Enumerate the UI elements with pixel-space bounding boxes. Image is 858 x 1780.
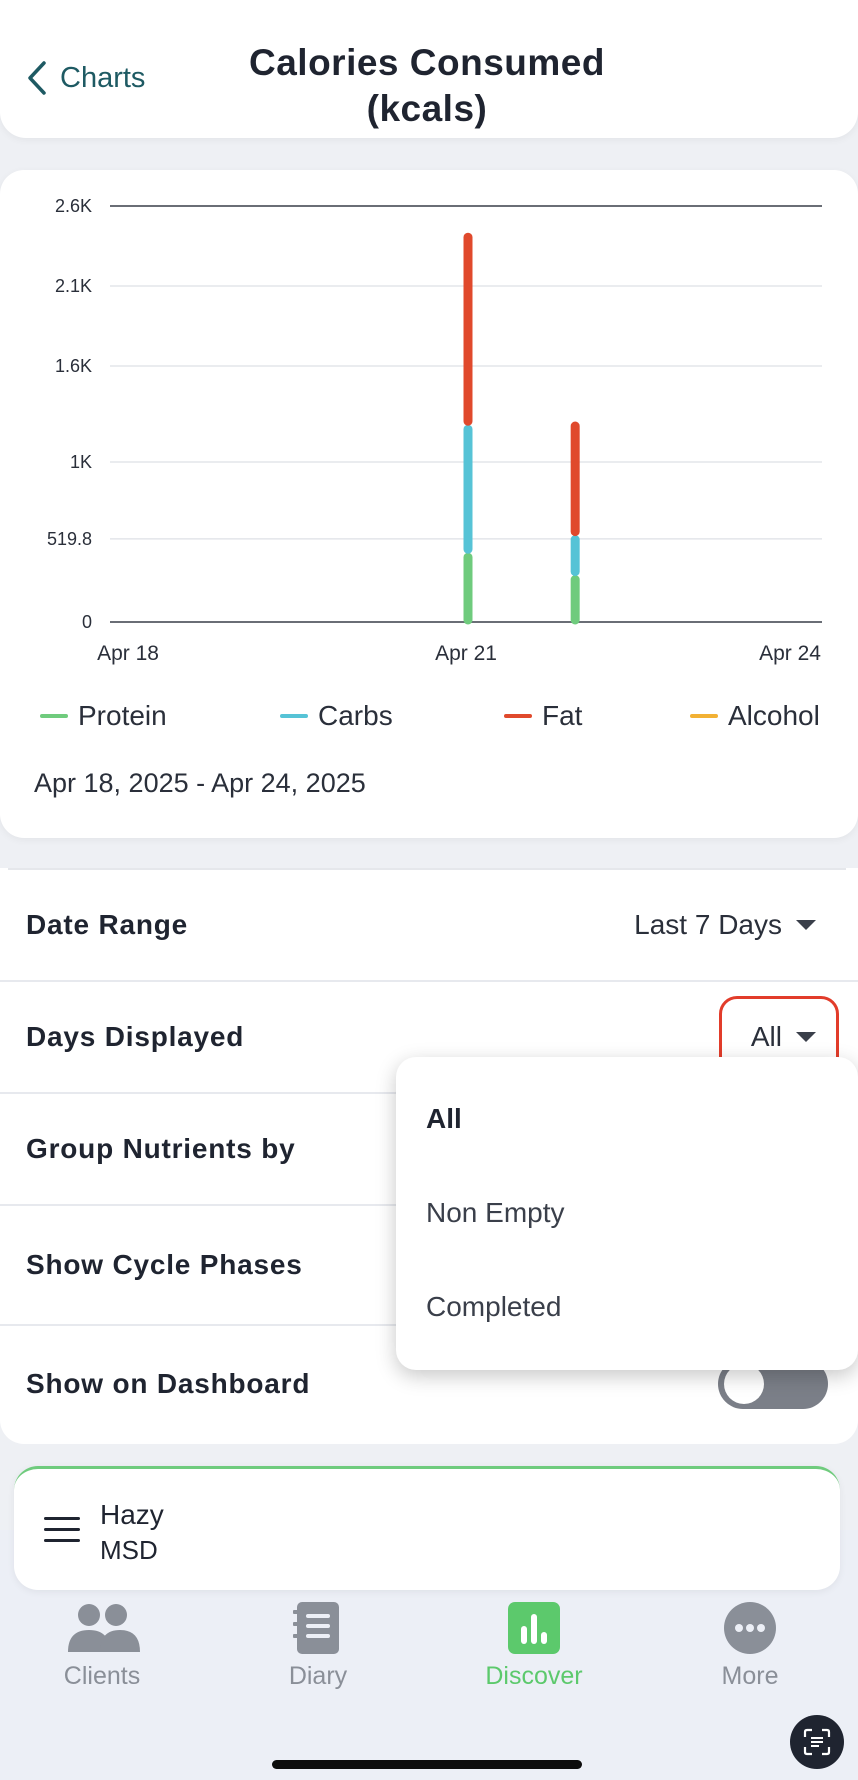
y-tick-label: 2.1K	[55, 276, 92, 296]
x-tick-label: Apr 18	[97, 642, 159, 665]
show-on-dashboard-row[interactable]: Show on Dashboard	[0, 1328, 858, 1440]
x-tick-label: Apr 21	[435, 642, 497, 665]
legend-item-protein: Protein	[40, 700, 167, 732]
legend-label: Fat	[542, 700, 583, 731]
discover-icon	[508, 1602, 560, 1654]
tab-bar: Clients Diary Discover More	[0, 1600, 858, 1710]
toggle-knob	[724, 1364, 764, 1404]
client-name: Hazy	[100, 1499, 164, 1530]
chart-date-range: Apr 18, 2025 - Apr 24, 2025	[34, 768, 366, 798]
header: Charts Calories Consumed (kcals)	[0, 0, 858, 138]
tab-label: Diary	[288, 1662, 348, 1690]
legend-swatch	[690, 714, 718, 718]
scan-icon	[803, 1728, 831, 1756]
page-title-line2: (kcals)	[366, 88, 488, 129]
tab-label: Discover	[485, 1662, 583, 1690]
days-displayed-dropdown: All Non Empty Completed	[396, 1057, 858, 1370]
legend-label: Carbs	[318, 700, 393, 731]
legend-swatch	[504, 714, 532, 718]
date-range-label: Date Range	[26, 909, 189, 940]
clients-icon	[68, 1604, 140, 1652]
x-tick-label: Apr 24	[759, 642, 821, 665]
chart-legend: Protein Carbs Fat Alcohol	[0, 700, 858, 740]
y-tick-label: 2.6K	[55, 196, 92, 216]
dropdown-option-all[interactable]: All	[426, 1103, 462, 1134]
home-indicator	[272, 1760, 582, 1769]
more-icon	[724, 1602, 776, 1654]
tab-more[interactable]: More	[650, 1600, 850, 1691]
legend-label: Alcohol	[728, 700, 820, 731]
date-range-select[interactable]: Last 7 Days	[634, 909, 816, 941]
caret-down-icon	[796, 1032, 816, 1042]
legend-label: Protein	[78, 700, 167, 731]
tab-discover[interactable]: Discover	[434, 1600, 634, 1691]
date-range-value: Last 7 Days	[634, 909, 782, 940]
client-switcher[interactable]: Hazy MSD	[14, 1466, 840, 1590]
show-on-dashboard-label: Show on Dashboard	[26, 1368, 311, 1399]
legend-item-fat: Fat	[504, 700, 582, 732]
chart-card: 2.6K 2.1K 1.6K 1K 519.8 0 Apr 18 Apr 21 Apr 24 P…	[0, 170, 858, 838]
legend-item-alcohol: Alcohol	[690, 700, 820, 732]
tab-label: Clients	[63, 1662, 141, 1690]
group-nutrients-label: Group Nutrients by	[26, 1133, 296, 1164]
caret-down-icon	[796, 920, 816, 930]
dropdown-option-completed[interactable]: Completed	[426, 1291, 562, 1322]
days-displayed-value: All	[750, 1021, 782, 1052]
divider	[8, 868, 846, 870]
show-cycle-phases-label: Show Cycle Phases	[26, 1249, 303, 1280]
y-tick-label: 1.6K	[55, 356, 92, 376]
days-displayed-row[interactable]: Days Displayed All	[0, 982, 858, 1094]
scan-text-button[interactable]	[790, 1715, 844, 1769]
legend-swatch	[280, 714, 308, 718]
legend-item-carbs: Carbs	[280, 700, 393, 732]
tab-label: More	[721, 1662, 779, 1690]
chevron-left-icon	[28, 61, 46, 95]
tab-diary[interactable]: Diary	[218, 1600, 418, 1691]
legend-swatch	[40, 714, 68, 718]
client-org: MSD	[100, 1535, 158, 1565]
menu-icon[interactable]	[44, 1517, 80, 1545]
y-tick-label: 519.8	[47, 529, 92, 549]
dropdown-option-non-empty[interactable]: Non Empty	[426, 1197, 565, 1228]
page-title-line1: Calories Consumed	[249, 42, 605, 83]
tab-clients[interactable]: Clients	[2, 1600, 202, 1691]
page-title: Calories Consumed (kcals)	[200, 40, 654, 132]
days-displayed-select[interactable]: All	[751, 1021, 816, 1053]
y-tick-label: 1K	[70, 452, 92, 472]
y-tick-label: 0	[82, 612, 92, 632]
diary-icon	[293, 1602, 339, 1654]
date-range-row[interactable]: Date Range Last 7 Days	[0, 870, 858, 982]
back-button[interactable]: Charts	[26, 60, 145, 96]
days-displayed-label: Days Displayed	[26, 1021, 245, 1052]
back-label: Charts	[60, 61, 146, 94]
